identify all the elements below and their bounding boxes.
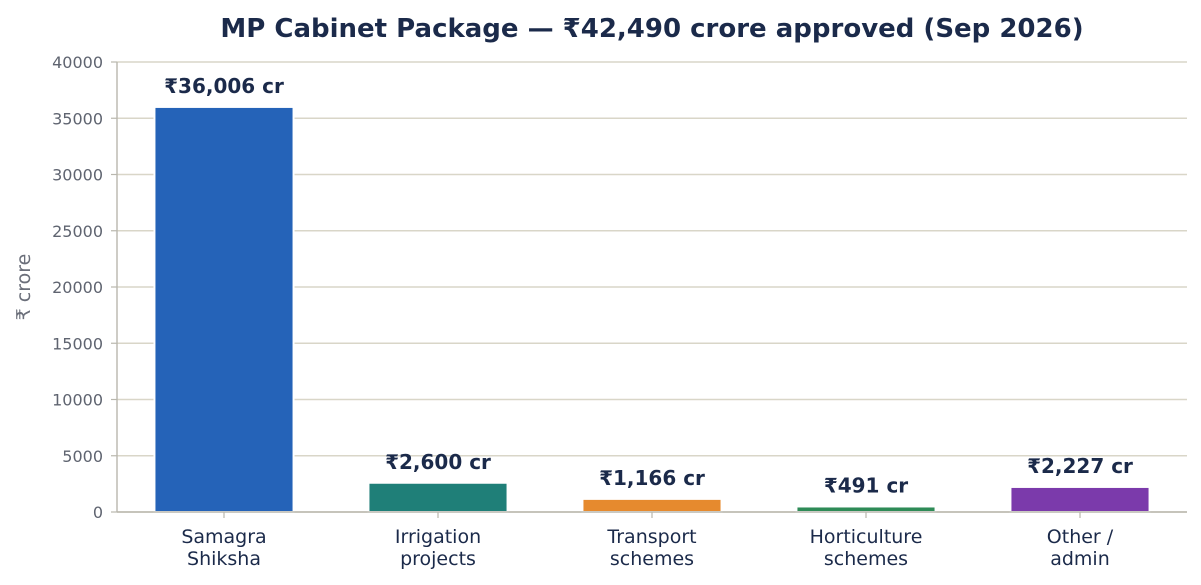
y-tick-label: 5000 [62, 447, 103, 466]
y-tick-label: 0 [93, 503, 103, 522]
y-ticks: 0 5000 10000 15000 20000 25000 30000 35000 40000 [52, 53, 117, 522]
x-tick-label-line: Transport [606, 526, 696, 548]
y-tick-label: 35000 [52, 109, 103, 128]
x-tick-label-line: Other / [1047, 526, 1114, 548]
x-ticks: Samagra Shiksha Irrigation projects Transpor… [181, 512, 1114, 570]
data-labels: ₹36,006 cr ₹2,600 cr ₹1,166 cr ₹491 cr ₹2,22… [164, 74, 1133, 498]
y-tick-label: 40000 [52, 53, 103, 72]
y-tick-label: 10000 [52, 391, 103, 410]
bars [153, 105, 1151, 514]
x-tick-label: Other / admin [1047, 526, 1114, 570]
gridlines [117, 61, 1187, 513]
data-label: ₹36,006 cr [164, 74, 284, 98]
data-label: ₹2,600 cr [385, 450, 491, 474]
y-axis-label: ₹ crore [13, 254, 35, 321]
x-tick-label-line: admin [1050, 548, 1110, 570]
x-tick-label-line: Samagra [181, 526, 266, 548]
y-tick-label: 20000 [52, 278, 103, 297]
data-label: ₹2,227 cr [1027, 454, 1133, 478]
data-label: ₹1,166 cr [599, 466, 705, 490]
x-tick-label-line: Irrigation [395, 526, 481, 548]
x-tick-label: Irrigation projects [395, 526, 481, 570]
chart-title: MP Cabinet Package — ₹42,490 crore appro… [220, 14, 1083, 44]
bar [367, 481, 509, 513]
x-tick-label-line: schemes [610, 548, 694, 570]
y-tick-label: 30000 [52, 166, 103, 185]
x-tick-label: Samagra Shiksha [181, 526, 266, 570]
x-tick-label-line: Horticulture [810, 526, 923, 548]
bar [1009, 485, 1151, 514]
x-tick-label-line: projects [400, 548, 476, 570]
data-label: ₹491 cr [824, 473, 908, 497]
y-tick-label: 25000 [52, 222, 103, 241]
x-tick-label-line: schemes [824, 548, 908, 570]
x-tick-label: Horticulture schemes [810, 526, 923, 570]
bar [795, 505, 937, 514]
bar [153, 105, 295, 514]
x-tick-label: Transport schemes [606, 526, 696, 570]
bar [581, 497, 723, 514]
x-tick-label-line: Shiksha [187, 548, 261, 570]
y-tick-label: 15000 [52, 334, 103, 353]
